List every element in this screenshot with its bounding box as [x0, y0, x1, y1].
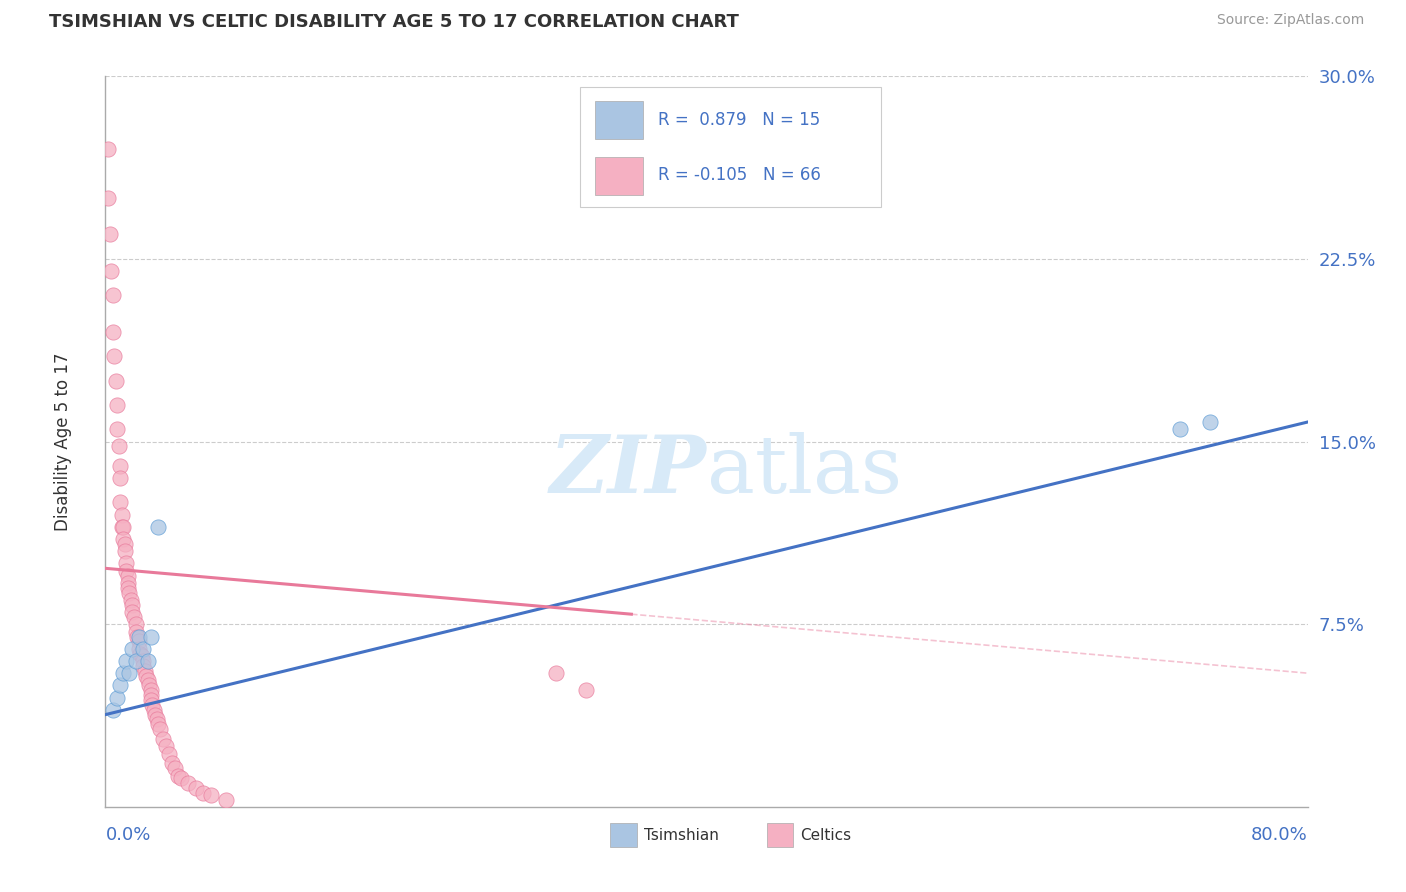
Point	[129, 647, 152, 661]
FancyBboxPatch shape	[595, 102, 643, 139]
FancyBboxPatch shape	[610, 823, 637, 847]
Point	[107, 422, 129, 436]
Point	[124, 624, 146, 639]
Point	[110, 458, 132, 473]
Point	[138, 678, 160, 692]
Point	[101, 703, 124, 717]
Point	[160, 756, 183, 771]
Point	[97, 142, 120, 156]
Point	[128, 634, 150, 648]
Point	[134, 664, 156, 678]
Point	[143, 707, 166, 722]
Point	[101, 325, 124, 339]
Point	[104, 374, 127, 388]
Point	[117, 581, 139, 595]
Point	[184, 780, 207, 795]
Point	[97, 191, 120, 205]
Point	[114, 544, 136, 558]
Point	[146, 717, 169, 731]
Point	[132, 641, 155, 656]
Text: R = -0.105   N = 66: R = -0.105 N = 66	[658, 166, 821, 184]
Point	[163, 761, 186, 775]
Point	[101, 288, 124, 302]
Point	[139, 693, 162, 707]
Point	[139, 630, 162, 644]
Point	[107, 398, 129, 412]
Point	[100, 264, 122, 278]
Point	[115, 557, 138, 571]
Point	[139, 683, 162, 698]
Point	[148, 723, 170, 737]
Point	[121, 641, 143, 656]
Point	[110, 678, 132, 692]
Text: R =  0.879   N = 15: R = 0.879 N = 15	[658, 111, 821, 128]
Text: Celtics: Celtics	[800, 829, 852, 843]
Point	[131, 649, 153, 664]
Point	[128, 641, 150, 656]
Point	[117, 576, 139, 591]
Point	[152, 731, 174, 746]
Point	[118, 666, 141, 681]
FancyBboxPatch shape	[581, 87, 880, 208]
Point	[112, 520, 135, 534]
Point	[132, 654, 155, 668]
Point	[136, 654, 159, 668]
Text: Source: ZipAtlas.com: Source: ZipAtlas.com	[1216, 13, 1364, 28]
Point	[142, 703, 165, 717]
Point	[200, 788, 222, 802]
Point	[546, 666, 568, 681]
Point	[98, 227, 121, 242]
Text: Tsimshian: Tsimshian	[644, 829, 718, 843]
Point	[103, 349, 125, 363]
Text: ZIP: ZIP	[550, 432, 707, 509]
Point	[136, 673, 159, 688]
Point	[155, 739, 177, 754]
Point	[125, 630, 148, 644]
Point	[132, 658, 155, 673]
Point	[122, 610, 145, 624]
Point	[121, 598, 143, 612]
Point	[112, 666, 135, 681]
Text: TSIMSHIAN VS CELTIC DISABILITY AGE 5 TO 17 CORRELATION CHART: TSIMSHIAN VS CELTIC DISABILITY AGE 5 TO …	[49, 13, 740, 31]
Point	[191, 786, 214, 800]
Point	[117, 568, 139, 582]
Point	[118, 585, 141, 599]
Point	[128, 630, 150, 644]
Point	[112, 532, 135, 546]
Point	[121, 605, 143, 619]
Point	[157, 747, 180, 761]
Text: atlas: atlas	[707, 432, 901, 510]
Point	[177, 776, 200, 790]
Point	[214, 793, 236, 807]
Point	[135, 668, 157, 682]
Point	[115, 564, 138, 578]
Point	[111, 520, 134, 534]
Point	[1199, 415, 1222, 429]
Point	[124, 654, 146, 668]
Point	[110, 471, 132, 485]
Point	[169, 771, 191, 785]
Text: Disability Age 5 to 17: Disability Age 5 to 17	[55, 352, 72, 531]
Point	[107, 690, 129, 705]
Point	[166, 768, 188, 782]
Point	[141, 698, 163, 712]
Point	[1168, 422, 1191, 436]
Point	[108, 439, 131, 453]
Point	[111, 508, 134, 522]
Point	[115, 654, 138, 668]
Point	[114, 537, 136, 551]
Point	[145, 713, 167, 727]
Point	[110, 495, 132, 509]
FancyBboxPatch shape	[766, 823, 793, 847]
FancyBboxPatch shape	[595, 157, 643, 195]
Point	[575, 683, 598, 698]
Text: 80.0%: 80.0%	[1251, 826, 1308, 844]
Point	[124, 617, 146, 632]
Point	[120, 593, 142, 607]
Point	[146, 520, 169, 534]
Point	[139, 688, 162, 702]
Text: 0.0%: 0.0%	[105, 826, 150, 844]
